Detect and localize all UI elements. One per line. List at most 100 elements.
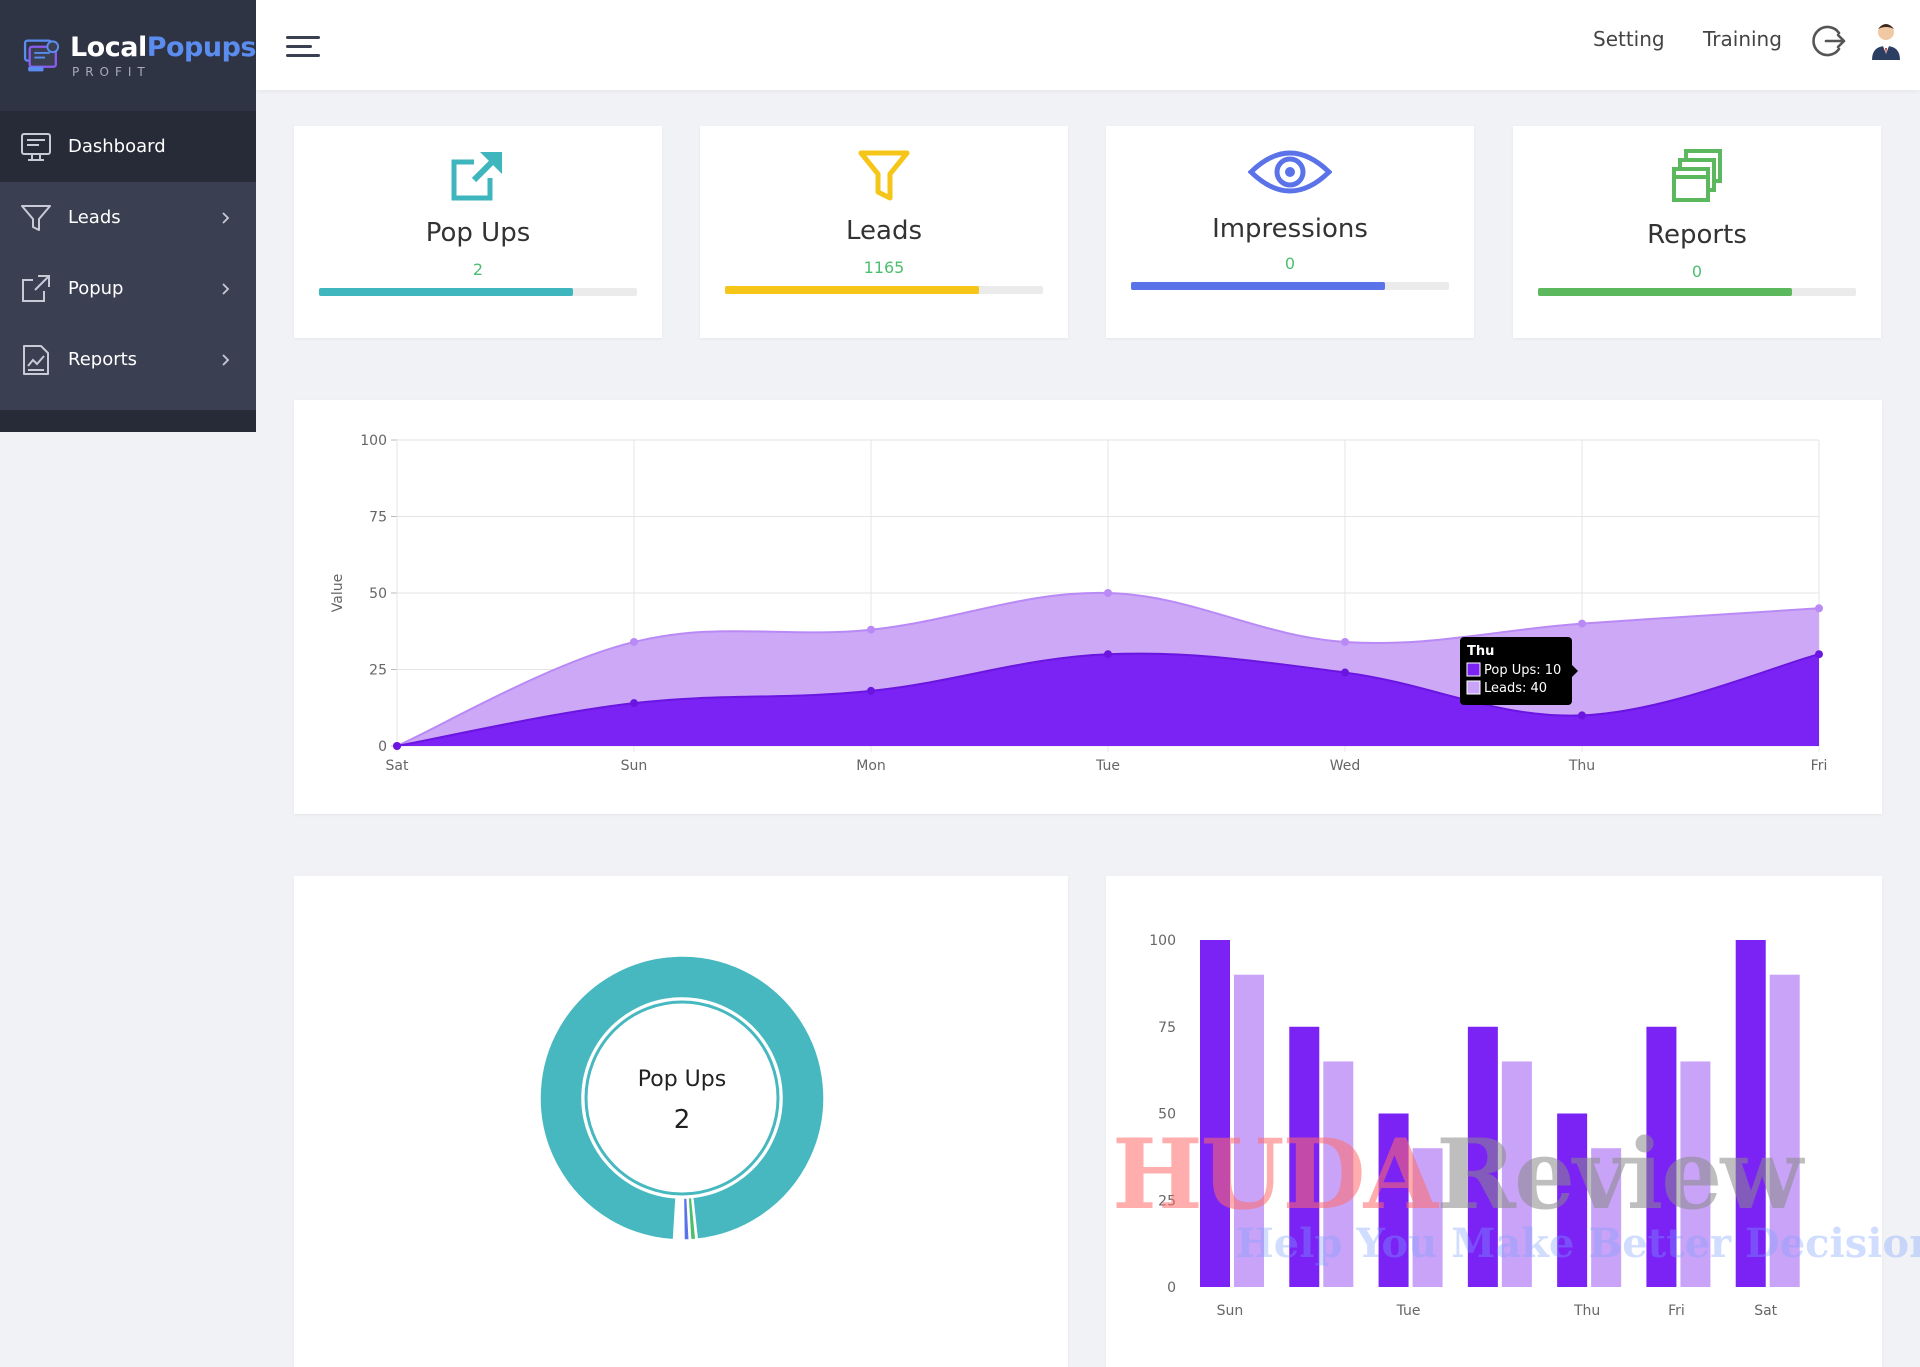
x-tick-label: Sun xyxy=(1217,1303,1244,1319)
brand-tagline: PROFIT xyxy=(71,65,151,79)
x-tick-label: Thu xyxy=(1573,1303,1600,1319)
area-chart: 0 25 50 75 100 Sat Sun Mon Tue Wed Thu Fri Value Thu P… xyxy=(330,433,1828,774)
y-axis-label: Value xyxy=(330,574,346,612)
stat-progress-fill xyxy=(725,286,980,294)
x-tick-label: Fri xyxy=(1811,758,1828,774)
data-point xyxy=(1578,619,1586,628)
setting-link[interactable]: Setting xyxy=(1593,27,1665,51)
chevron-right-icon xyxy=(222,211,230,224)
brand-name-part1: Local xyxy=(69,32,147,63)
y-tick-label: 75 xyxy=(1158,1020,1176,1036)
hamburger-icon[interactable] xyxy=(286,34,320,60)
x-tick-label: Tue xyxy=(1396,1303,1421,1319)
y-tick-label: 100 xyxy=(1149,933,1176,949)
bar-pop-ups xyxy=(1289,1026,1320,1287)
data-point xyxy=(867,686,875,695)
donut-slice-leads xyxy=(687,1196,697,1241)
stat-value: 0 xyxy=(1691,262,1703,281)
y-tick-label: 100 xyxy=(360,433,387,449)
tooltip-title: Thu xyxy=(1467,644,1494,659)
tooltip-swatch xyxy=(1466,680,1481,695)
area-chart-panel: 0 25 50 75 100 Sat Sun Mon Tue Wed Thu Fri Value Thu P… xyxy=(294,400,1882,814)
watermark-logo: HUDAReview xyxy=(1112,1118,1803,1231)
external-link-icon xyxy=(451,152,502,201)
bar-leads xyxy=(1680,1061,1711,1287)
donut-center-value: 2 xyxy=(674,1105,691,1135)
stat-value: 0 xyxy=(1284,254,1296,273)
stat-label: Pop Ups xyxy=(425,218,531,248)
bar-leads xyxy=(1501,1061,1532,1287)
brand-name-part2: Popups xyxy=(146,32,257,63)
data-point xyxy=(1815,604,1823,613)
logout-icon[interactable] xyxy=(1812,24,1846,58)
data-point xyxy=(1341,637,1349,646)
chevron-right-icon xyxy=(222,282,230,295)
data-point xyxy=(867,625,875,634)
data-point xyxy=(1578,711,1586,720)
watermark-tagline: Help You Make Better Decisions xyxy=(1236,1220,1920,1267)
stat-progress-fill xyxy=(1538,288,1793,296)
tooltip-box xyxy=(1460,637,1572,705)
stat-progress-fill xyxy=(319,288,574,296)
y-tick-label: 50 xyxy=(1158,1107,1176,1123)
bar-leads xyxy=(1323,1061,1354,1287)
brand-logo-icon xyxy=(23,38,60,71)
donut-chart-panel: Pop Ups 2 xyxy=(294,876,1068,1367)
stat-card-impressions[interactable]: Impressions 0 xyxy=(1106,126,1474,338)
funnel-icon xyxy=(21,204,51,231)
x-tick-label: Sat xyxy=(1754,1303,1777,1319)
bar-chart: 0 25 50 75 100 Sun Tue Thu Fri Sat xyxy=(1149,933,1800,1319)
bar-leads xyxy=(1234,974,1264,1287)
x-tick-label: Sun xyxy=(621,758,648,774)
data-point xyxy=(630,637,638,646)
y-tick-label: 0 xyxy=(1167,1280,1176,1296)
data-point xyxy=(1104,650,1112,659)
data-point xyxy=(1815,650,1823,659)
bar-leads xyxy=(1591,1148,1622,1287)
tooltip-line: Leads: 40 xyxy=(1484,681,1547,696)
report-document-icon xyxy=(23,344,49,375)
stat-value: 2 xyxy=(472,260,484,279)
data-point xyxy=(393,742,401,750)
sidebar-footer xyxy=(0,410,256,432)
bar-pop-ups xyxy=(1557,1113,1588,1287)
y-tick-label: 50 xyxy=(369,586,387,602)
sidebar-item-popup[interactable]: Popup xyxy=(0,253,256,324)
stat-card-leads[interactable]: Leads 1165 xyxy=(700,126,1068,338)
sidebar-item-leads[interactable]: Leads xyxy=(0,182,256,253)
bar-chart-panel: 0 25 50 75 100 Sun Tue Thu Fri Sat xyxy=(1106,876,1882,1367)
stat-progress-track xyxy=(725,286,1043,294)
bar-leads xyxy=(1769,974,1800,1287)
stat-card-reports[interactable]: Reports 0 xyxy=(1513,126,1881,338)
sidebar-item-reports[interactable]: Reports xyxy=(0,324,256,395)
watermark-part2: Review xyxy=(1436,1118,1803,1231)
sidebar-item-label: Dashboard xyxy=(68,136,166,157)
stat-progress-track xyxy=(319,288,637,296)
watermark-part1: HUDA xyxy=(1112,1118,1438,1231)
sidebar-item-dashboard[interactable]: Dashboard xyxy=(0,111,256,182)
brand[interactable]: LocalPopups PROFIT xyxy=(0,0,257,111)
x-tick-label: Wed xyxy=(1330,758,1361,774)
user-avatar-icon[interactable] xyxy=(1868,20,1904,60)
chart-tooltip: Thu Pop Ups: 10 Leads: 40 xyxy=(1460,637,1578,705)
tooltip-swatch xyxy=(1466,662,1481,677)
donut-slice-pop-ups xyxy=(539,955,825,1241)
monitor-icon xyxy=(21,132,51,161)
top-bar: Setting Training xyxy=(256,0,1920,90)
stat-progress-track xyxy=(1131,282,1449,290)
sidebar: LocalPopups PROFIT Dashboard Leads Popup xyxy=(0,0,257,432)
data-point xyxy=(630,699,638,708)
bar-pop-ups xyxy=(1646,1026,1677,1287)
x-tick-label: Sat xyxy=(386,758,409,774)
y-tick-label: 75 xyxy=(369,510,387,526)
bar-leads xyxy=(1412,1148,1443,1287)
x-tick-label: Tue xyxy=(1095,758,1120,774)
training-link[interactable]: Training xyxy=(1703,27,1782,51)
bar-pop-ups xyxy=(1378,1113,1409,1287)
x-tick-label: Fri xyxy=(1668,1303,1685,1319)
stat-card-popups[interactable]: Pop Ups 2 xyxy=(294,126,662,338)
x-tick-label: Thu xyxy=(1568,758,1595,774)
bar-pop-ups xyxy=(1735,940,1766,1287)
stacked-windows-icon xyxy=(1672,149,1722,202)
stat-label: Leads xyxy=(845,216,922,246)
